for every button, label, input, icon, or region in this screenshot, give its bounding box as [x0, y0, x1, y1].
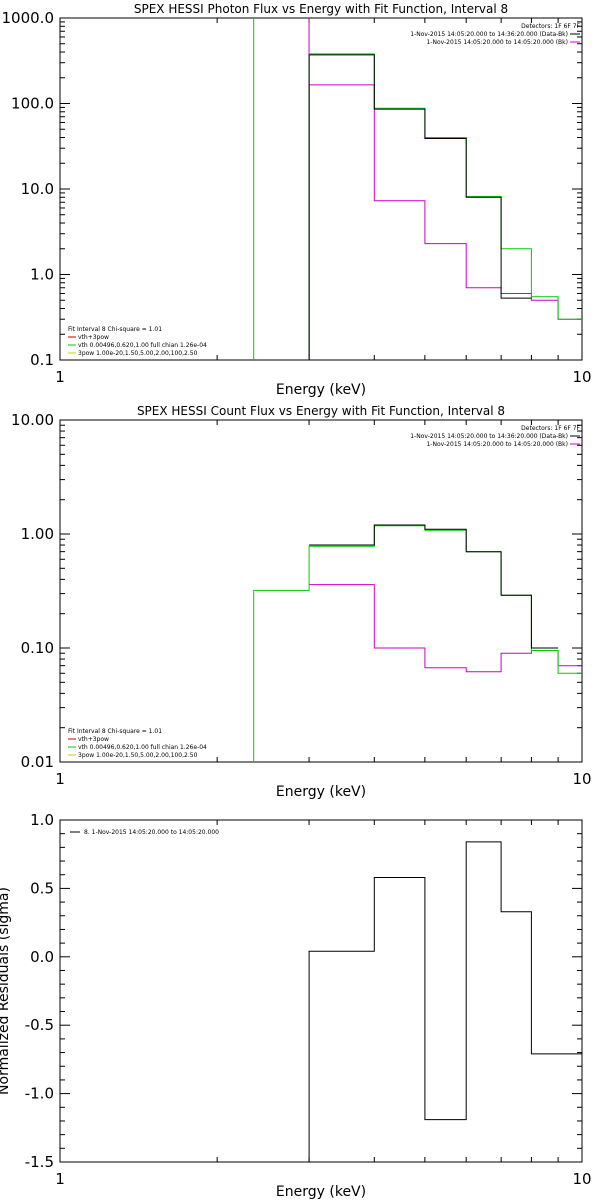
chart-title: SPEX HESSI Photon Flux vs Energy with Fi… — [134, 2, 508, 16]
x-axis-label: Energy (keV) — [276, 784, 366, 800]
legend-entry: 8. 1-Nov-2015 14:05:20.000 to 14:05:20.0… — [84, 829, 219, 836]
series-line — [308, 841, 582, 1162]
plot-frame — [59, 17, 583, 361]
y-tick-label: 1000.0 — [2, 9, 55, 27]
legend-entry: vth+3pow — [78, 736, 109, 743]
series-group — [308, 841, 582, 1162]
y-tick-label: -1.0 — [25, 1085, 54, 1103]
series-group — [253, 18, 582, 360]
y-tick-label: 1.00 — [21, 525, 54, 543]
series-line — [253, 525, 582, 762]
legend-entry: 1-Nov-2015 14:05:20.000 to 14:05:20.000 … — [426, 39, 568, 46]
y-tick-label: 100.0 — [11, 95, 54, 113]
y-tick-label: 10.00 — [11, 411, 54, 429]
y-tick-label: 0.5 — [30, 879, 54, 897]
legend-entry: Detectors: 1F 6F 7F — [521, 23, 580, 30]
x-tick-label: 1 — [55, 770, 65, 788]
plot-frame — [59, 819, 583, 1163]
y-tick-label: 0.1 — [30, 351, 54, 369]
series-line — [308, 54, 532, 360]
legend-entry: Fit Interval 8 Chi-square = 1.01 — [68, 326, 162, 333]
x-axis-label: Energy (keV) — [276, 382, 366, 398]
series-line — [308, 53, 582, 360]
legend-entry: 3pow 1.00e-20,1.50,5.00,2.00,100,2.50 — [78, 350, 198, 357]
chart-title: SPEX HESSI Count Flux vs Energy with Fit… — [137, 404, 505, 418]
series-line — [308, 84, 582, 360]
y-tick-label: 1.0 — [30, 811, 54, 829]
y-axis-label: Normalized Residuals (sigma) — [0, 887, 12, 1095]
legend-entry: 1-Nov-2015 14:05:20.000 to 14:36:20.000 … — [410, 433, 568, 440]
x-axis-label: Energy (keV) — [276, 1184, 366, 1200]
x-tick-label: 10 — [572, 1170, 591, 1188]
x-tick-label: 10 — [572, 770, 591, 788]
x-tick-label: 1 — [55, 368, 65, 386]
legend-entry: 3pow 1.00e-20,1.50,5.00,2.00,100,2.50 — [78, 752, 198, 759]
chart-panel-1 — [59, 17, 583, 361]
y-tick-label: 10.0 — [21, 180, 54, 198]
plot-frame — [59, 419, 583, 763]
series-group — [253, 524, 582, 762]
legend-entry: 1-Nov-2015 14:05:20.000 to 14:05:20.000 … — [426, 441, 568, 448]
legend-entry: Detectors: 1F 6F 7F — [521, 425, 580, 432]
series-line — [309, 524, 559, 649]
y-tick-label: 1.0 — [30, 266, 54, 284]
series-line — [309, 584, 582, 673]
y-tick-label: 0.10 — [21, 639, 54, 657]
legend-entry: vth 0.00496,0.620,1.00 full chian 1.26e-… — [78, 342, 207, 349]
legend-entry: 1-Nov-2015 14:05:20.000 to 14:36:20.000 … — [410, 31, 568, 38]
y-tick-label: 0.0 — [30, 948, 54, 966]
legend-entry: vth+3pow — [78, 334, 109, 341]
legend-entry: vth 0.00496,0.620,1.00 full chian 1.26e-… — [78, 744, 207, 751]
y-tick-label: -1.5 — [25, 1153, 54, 1171]
legend-entry: Fit Interval 8 Chi-square = 1.01 — [68, 728, 162, 735]
y-tick-label: 0.01 — [21, 753, 54, 771]
x-tick-label: 1 — [55, 1170, 65, 1188]
chart-panel-3 — [59, 819, 583, 1163]
chart-panel-2 — [59, 419, 583, 763]
x-tick-label: 10 — [572, 368, 591, 386]
y-tick-label: -0.5 — [25, 1016, 54, 1034]
